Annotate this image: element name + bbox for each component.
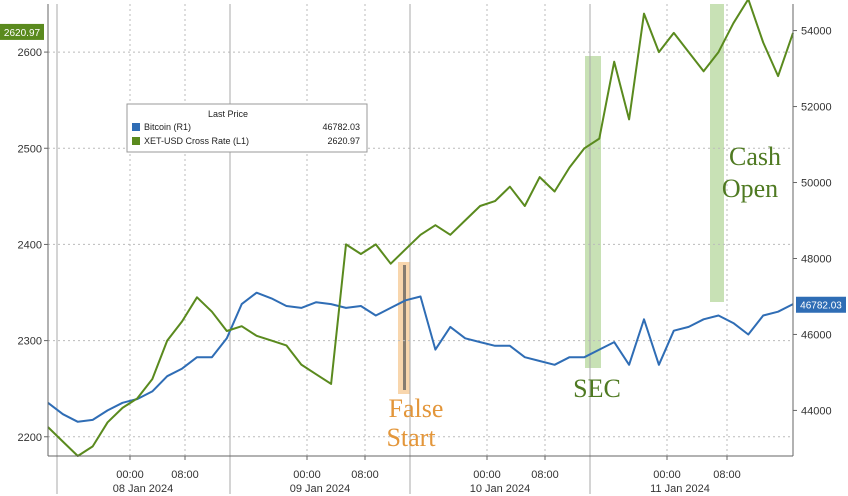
- day-label: 08 Jan 2024: [113, 483, 174, 495]
- x-tick-label: 00:00: [473, 469, 501, 481]
- left-tick-label: 2400: [18, 239, 42, 251]
- right-tick-label: 52000: [801, 102, 832, 114]
- legend: Last Price Bitcoin (R1) 46782.03 XET-USD Cr…: [126, 103, 368, 153]
- legend-swatch: [132, 123, 140, 131]
- event-highlight-bands: [398, 4, 724, 394]
- x-tick-label: 08:00: [351, 469, 379, 481]
- series-lines: [47, 0, 794, 457]
- annotation-label: Start: [386, 423, 436, 452]
- legend-box: [126, 103, 368, 153]
- left-badge-bg: [0, 23, 44, 40]
- left-tick-label: 2500: [18, 143, 42, 155]
- legend-swatch: [132, 137, 140, 145]
- annotation-label: Open: [722, 174, 778, 203]
- right-tick-label: 54000: [801, 26, 832, 38]
- annotation-label: False: [389, 394, 444, 423]
- x-tick-label: 00:00: [116, 469, 144, 481]
- annotation-label: SEC: [573, 374, 621, 403]
- day-label: 11 Jan 2024: [650, 483, 710, 495]
- left-badge-value: 2620.97: [4, 28, 41, 39]
- bitcoin-line: [47, 291, 794, 423]
- x-tick-label: 00:00: [293, 469, 321, 481]
- left-last-value-badge: 2620.97: [0, 23, 44, 40]
- legend-entry-value: 46782.03: [322, 122, 360, 132]
- legend-entry-name: XET-USD Cross Rate (L1): [144, 136, 249, 146]
- right-tick-label: 48000: [801, 253, 832, 265]
- day-label: 09 Jan 2024: [290, 483, 351, 495]
- grid: [48, 4, 793, 494]
- left-tick-label: 2200: [18, 432, 42, 444]
- left-tick-label: 2300: [18, 336, 42, 348]
- axes: 2200 2300 2400 2500 2600 44000 46000 48000 50000…: [18, 4, 832, 495]
- legend-entry-value: 2620.97: [327, 136, 360, 146]
- right-tick-label: 46000: [801, 329, 832, 341]
- legend-title: Last Price: [208, 109, 248, 119]
- right-tick-label: 50000: [801, 178, 832, 190]
- sec-band: [585, 56, 601, 368]
- right-last-value-badge: 46782.03: [796, 296, 846, 313]
- day-label: 10 Jan 2024: [470, 483, 531, 495]
- right-tick-label: 44000: [801, 405, 832, 417]
- cash-open-band: [710, 4, 724, 302]
- false-start-marker: [403, 265, 406, 390]
- right-badge-value: 46782.03: [800, 301, 842, 312]
- x-tick-label: 08:00: [171, 469, 199, 481]
- right-badge-bg: [796, 296, 846, 313]
- legend-entry-name: Bitcoin (R1): [144, 122, 191, 132]
- annotation-label: Cash: [729, 142, 781, 171]
- last-value-badges: 2620.97 46782.03: [0, 23, 846, 313]
- x-tick-label: 08:00: [531, 469, 559, 481]
- xet-usd-line: [47, 0, 794, 457]
- x-tick-label: 00:00: [653, 469, 681, 481]
- left-tick-label: 2600: [18, 47, 42, 59]
- x-tick-label: 08:00: [713, 469, 741, 481]
